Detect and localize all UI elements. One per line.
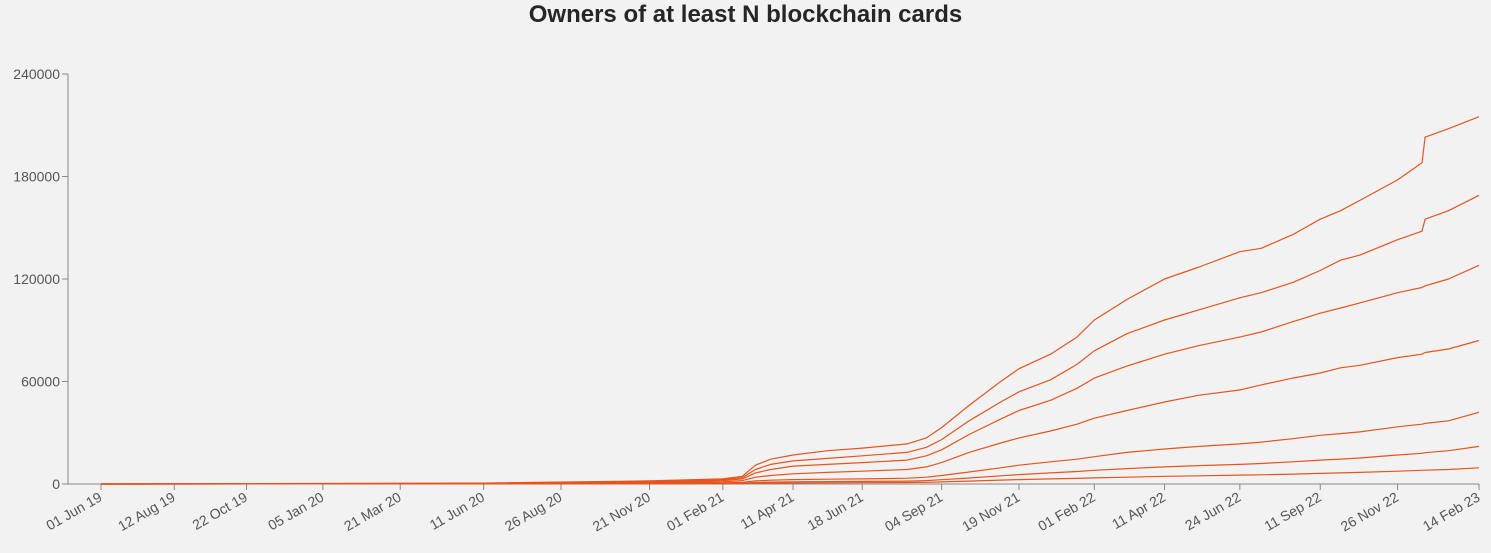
x-tick-label: 11 Apr 22 [1109, 489, 1168, 532]
series-line-6 [100, 445, 1480, 485]
y-axis: 0 60000 120000 180000 240000 [13, 66, 69, 492]
x-tick-label: 19 Nov 21 [959, 489, 1022, 535]
x-tick-label: 01 Feb 22 [1035, 489, 1098, 534]
x-tick-label: 01 Jun 19 [43, 489, 104, 534]
x-tick-label: 05 Jan 20 [265, 489, 326, 534]
series-line-2 [100, 194, 1480, 485]
x-tick-label: 22 Oct 19 [189, 489, 250, 533]
series-line-5 [100, 411, 1480, 485]
series-line-3 [100, 264, 1480, 485]
x-tick-label: 18 Jun 21 [804, 489, 865, 534]
chart-title: Owners of at least N blockchain cards [528, 1, 963, 28]
series-layer [100, 116, 1480, 485]
series-line-4 [100, 339, 1480, 485]
x-tick-label: 04 Sep 21 [882, 489, 945, 535]
series-line-1 [100, 116, 1480, 485]
y-tick-label: 180000 [13, 169, 60, 185]
y-tick-label: 120000 [13, 271, 60, 287]
x-tick-label: 21 Mar 20 [341, 489, 404, 534]
x-tick-label: 11 Apr 21 [738, 489, 797, 532]
x-axis: 01 Jun 19 12 Aug 19 22 Oct 19 05 Jan 20 21 M… [43, 483, 1483, 535]
x-tick-label: 01 Feb 21 [664, 489, 727, 534]
x-tick-label: 21 Nov 20 [590, 489, 653, 535]
y-tick-label: 0 [52, 476, 60, 492]
x-tick-label: 11 Sep 22 [1261, 489, 1324, 534]
series-line-7 [100, 467, 1480, 485]
x-tick-label: 24 Jun 22 [1182, 489, 1243, 534]
x-tick-label: 12 Aug 19 [115, 489, 178, 534]
x-tick-label: 14 Feb 23 [1420, 489, 1483, 534]
x-tick-label: 26 Aug 20 [502, 489, 565, 534]
x-tick-label: 26 Nov 22 [1338, 489, 1401, 535]
y-tick-label: 240000 [13, 66, 60, 82]
y-tick-label: 60000 [21, 374, 60, 390]
x-tick-label: 11 Jun 20 [427, 489, 488, 533]
